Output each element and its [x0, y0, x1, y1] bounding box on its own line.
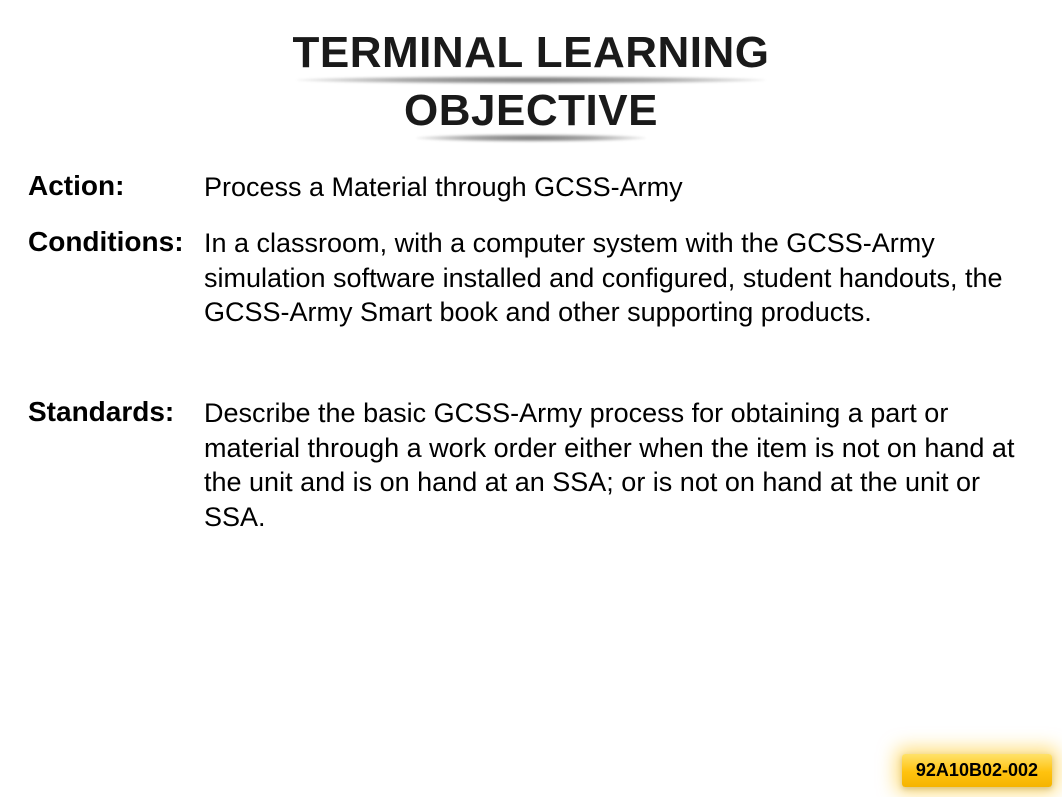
row-action: Action: Process a Material through GCSS-… [28, 170, 1034, 205]
title-line-1: TERMINAL LEARNING [286, 28, 775, 78]
label-standards: Standards: [28, 396, 204, 428]
row-standards: Standards: Describe the basic GCSS-Army … [28, 396, 1034, 534]
value-conditions: In a classroom, with a computer system w… [204, 226, 1034, 330]
row-conditions: Conditions: In a classroom, with a compu… [28, 226, 1034, 330]
title-underline-2 [0, 134, 1062, 144]
title-underline-1 [0, 76, 1062, 86]
label-conditions: Conditions: [28, 226, 204, 258]
slide-code-tag: 92A10B02-002 [902, 754, 1052, 787]
slide-title: TERMINAL LEARNING OBJECTIVE [0, 28, 1062, 144]
value-standards: Describe the basic GCSS-Army process for… [204, 396, 1034, 534]
value-action: Process a Material through GCSS-Army [204, 170, 1034, 205]
title-line-2: OBJECTIVE [398, 86, 664, 136]
slide: TERMINAL LEARNING OBJECTIVE Action: Proc… [0, 0, 1062, 797]
label-action: Action: [28, 170, 204, 202]
